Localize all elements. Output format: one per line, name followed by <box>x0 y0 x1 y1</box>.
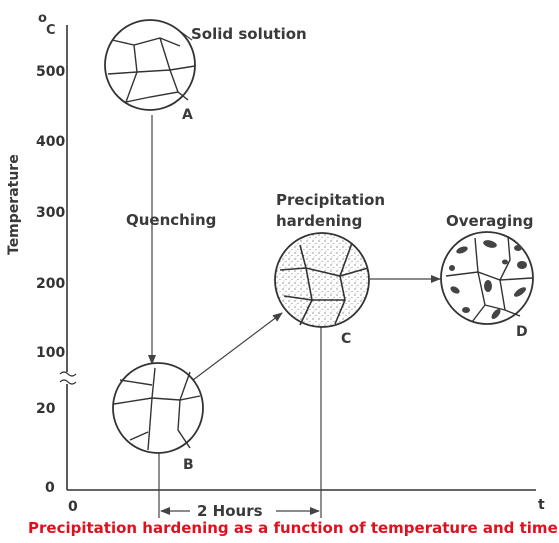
axes <box>59 25 536 491</box>
y-tick-500: 500 <box>36 64 65 80</box>
grain-structure-c <box>274 232 370 328</box>
y-ticks: 500 400 300 200 100 20 0 0 t <box>36 64 545 515</box>
figure-caption: Precipitation hardening as a function of… <box>28 519 558 537</box>
duration-label: 2 Hours <box>197 502 263 520</box>
y-tick-100: 100 <box>36 345 65 361</box>
y-origin-label: 0 <box>45 480 55 496</box>
axis-break-icon <box>59 371 77 385</box>
y-unit-celsius: C <box>46 23 56 38</box>
y-tick-400: 400 <box>36 134 65 150</box>
x-axis-label: t <box>538 497 545 513</box>
stage-d-label: Overaging <box>446 212 534 230</box>
grain-structure-b <box>112 362 204 454</box>
grain-structure-a <box>104 19 196 111</box>
stage-c-letter: C <box>341 331 351 347</box>
stage-c-label-line1: Precipitation <box>276 191 385 209</box>
y-unit-degree: o <box>38 11 47 26</box>
stage-d-letter: D <box>516 324 528 340</box>
x-origin-label: 0 <box>68 499 78 515</box>
precipitate-particles <box>449 240 527 319</box>
stage-a-letter: A <box>182 107 193 123</box>
stage-b-letter: B <box>183 457 194 473</box>
y-tick-200: 200 <box>36 276 65 292</box>
connectors <box>148 31 441 518</box>
stage-c-label-line2: hardening <box>276 212 362 230</box>
y-tick-300: 300 <box>36 205 65 221</box>
grain-structure-d <box>440 231 534 325</box>
stage-a-label: Solid solution <box>191 25 307 43</box>
aging-arrow <box>192 312 283 381</box>
quenching-label: Quenching <box>126 211 216 229</box>
y-axis-label: Temperature <box>6 154 22 255</box>
y-tick-20: 20 <box>36 401 56 417</box>
